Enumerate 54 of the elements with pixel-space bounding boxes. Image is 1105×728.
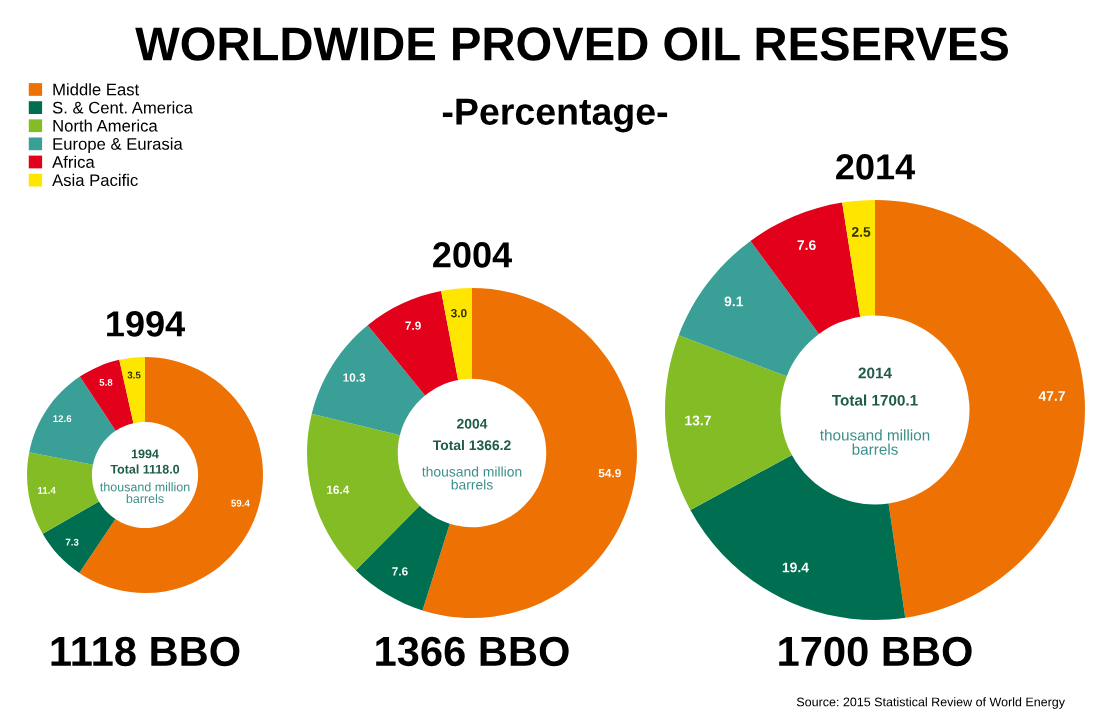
data-label: 19.4	[782, 562, 809, 573]
data-label: 5.8	[99, 378, 113, 386]
text: 2014	[858, 367, 892, 379]
donut-slice	[422, 288, 637, 618]
legend-label: Europe & Eurasia	[53, 137, 183, 154]
data-label: 2.5	[851, 226, 871, 237]
data-label: 7.9	[405, 321, 421, 330]
data-label: 13.7	[685, 415, 711, 426]
donut-slice	[690, 455, 906, 620]
donut-slice	[29, 376, 116, 465]
text: 1994	[107, 311, 185, 337]
legend-label: North America	[53, 119, 158, 132]
donut-slice	[119, 357, 145, 424]
data-label: 59.4	[231, 499, 250, 507]
donut-slice	[27, 452, 99, 534]
legend-label: Asia Pacific	[52, 173, 138, 187]
data-label: 7.6	[392, 567, 408, 576]
data-label: 16.4	[327, 485, 350, 494]
text: -Percentage-	[442, 98, 668, 133]
text: Total 1366.2	[432, 439, 511, 451]
data-label: 11.4	[38, 487, 56, 494]
legend-label: S. & Cent. America	[52, 101, 193, 114]
text: Total 1118.0	[110, 464, 180, 474]
data-label: 10.3	[343, 373, 366, 382]
text: 1700 BBO	[779, 636, 972, 667]
text: thousand million barrels	[422, 466, 522, 490]
text: 2014	[836, 154, 915, 180]
text: 1366 BBO	[376, 636, 569, 667]
data-label: 12.6	[53, 415, 72, 423]
legend-label: Africa	[52, 155, 95, 168]
text: thousand million barrels	[100, 482, 190, 504]
text: 1994	[131, 449, 159, 459]
data-label: 3.5	[127, 371, 141, 379]
text: thousand million barrels	[820, 429, 930, 455]
data-label: 7.6	[797, 240, 816, 250]
text: 1118 BBO	[51, 636, 240, 667]
text: 2004	[457, 418, 488, 429]
donut-slice	[441, 288, 472, 381]
text: WORLDWIDE PROVED OIL RESERVES	[135, 27, 1008, 61]
legend-label: Middle East	[53, 83, 140, 96]
donut-slice	[665, 335, 792, 511]
donut-slice	[842, 200, 875, 317]
text: Total 1700.1	[832, 394, 918, 406]
donut-slice	[79, 357, 263, 593]
data-label: 47.7	[1038, 391, 1065, 401]
donut-slice	[355, 505, 450, 611]
data-label: 54.9	[598, 468, 621, 478]
data-label: 9.1	[724, 296, 744, 307]
donut-slice	[42, 501, 116, 574]
text: 2004	[433, 242, 512, 268]
donut-slice	[678, 240, 819, 377]
source-note: Source: 2015 Statistical Review of World Energy	[796, 697, 1065, 709]
data-label: 7.3	[65, 538, 79, 546]
data-label: 3.0	[450, 309, 467, 318]
